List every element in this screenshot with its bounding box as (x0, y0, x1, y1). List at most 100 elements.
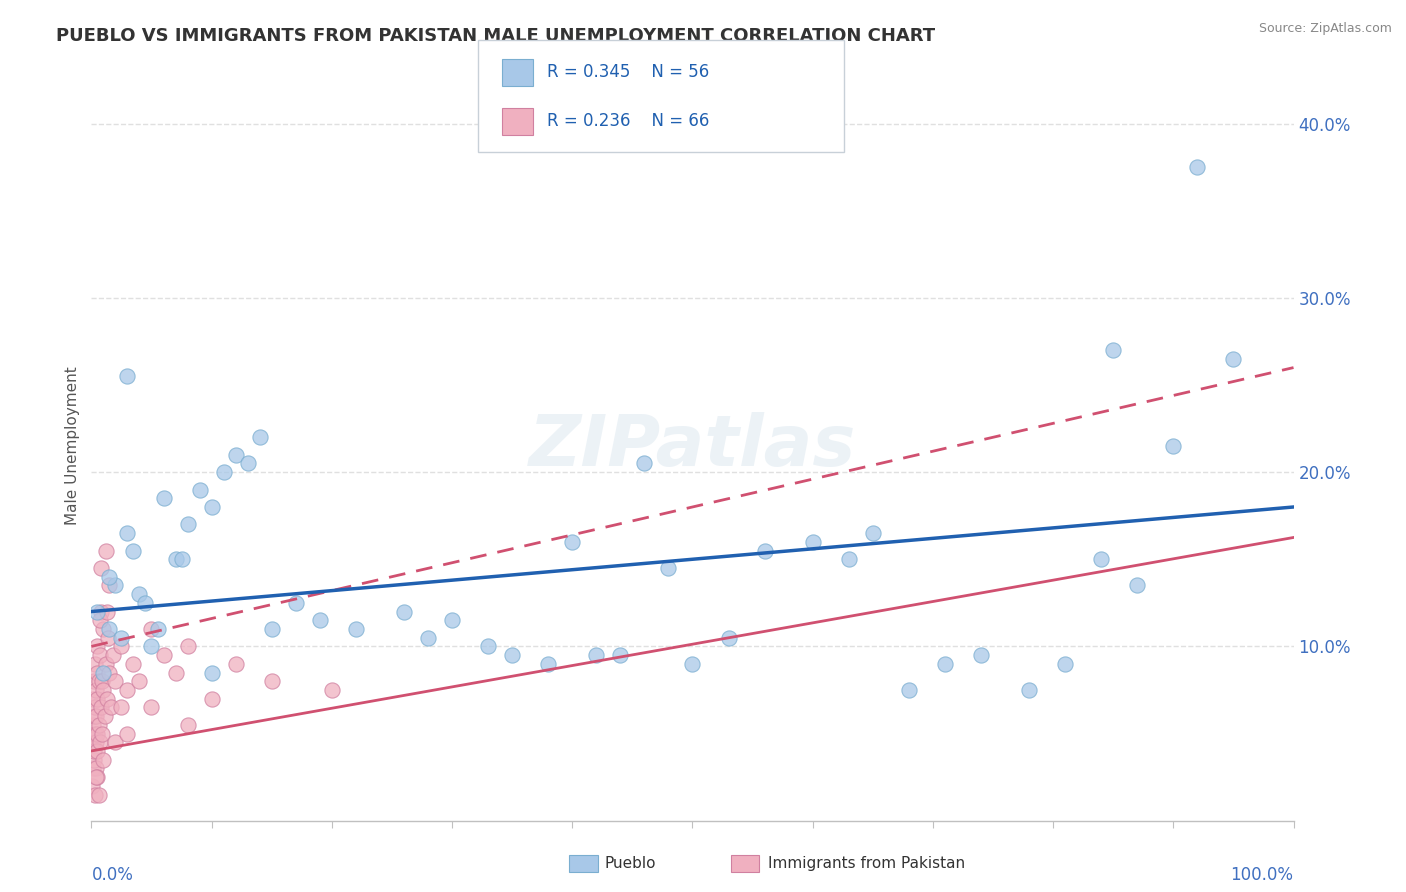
Point (84, 788, 107, 802)
Point (344, 622, 367, 636)
Point (1054, 657, 1077, 671)
Point (94, 543, 117, 558)
Point (104, 735, 127, 749)
Point (87, 718, 110, 732)
Point (110, 631, 132, 645)
Point (801, 534, 824, 549)
Point (128, 587, 150, 601)
Point (897, 682, 920, 697)
Point (260, 674, 283, 689)
Point (86, 691, 108, 706)
Point (152, 491, 174, 506)
Point (1090, 552, 1112, 566)
Point (84, 709, 107, 723)
Point (83, 753, 105, 767)
Point (89, 613, 111, 627)
Point (1018, 682, 1040, 697)
Point (609, 648, 631, 662)
Point (98, 665, 121, 680)
Text: PUEBLO VS IMMIGRANTS FROM PAKISTAN MALE UNEMPLOYMENT CORRELATION CHART: PUEBLO VS IMMIGRANTS FROM PAKISTAN MALE … (56, 27, 935, 45)
Point (91, 726, 114, 740)
Point (93, 622, 115, 636)
Point (96, 691, 118, 706)
Point (90, 605, 112, 619)
Point (1161, 439, 1184, 453)
Point (86, 726, 108, 740)
Point (200, 691, 222, 706)
Point (212, 465, 235, 479)
Text: Immigrants from Pakistan: Immigrants from Pakistan (768, 856, 965, 871)
Point (101, 648, 124, 662)
Point (110, 640, 132, 654)
Point (141, 700, 163, 714)
Point (308, 613, 330, 627)
Point (84, 735, 107, 749)
Point (87, 788, 110, 802)
Point (104, 674, 127, 689)
Point (236, 457, 259, 471)
Point (561, 534, 583, 549)
Text: 0.0%: 0.0% (91, 865, 134, 884)
Point (134, 596, 156, 610)
Point (82, 761, 104, 775)
Point (128, 674, 150, 689)
Point (1102, 343, 1125, 358)
Point (1222, 351, 1244, 366)
Point (84, 761, 107, 775)
Point (585, 648, 607, 662)
Point (84, 682, 107, 697)
Point (152, 648, 174, 662)
Point (934, 657, 956, 671)
Point (90, 700, 112, 714)
Point (1126, 578, 1149, 592)
Point (200, 500, 222, 514)
Point (117, 682, 139, 697)
Point (100, 700, 122, 714)
Point (89, 735, 111, 749)
Point (165, 552, 187, 566)
Point (321, 682, 343, 697)
Point (86, 605, 108, 619)
Point (146, 622, 169, 636)
Point (93, 665, 115, 680)
Point (862, 526, 884, 541)
Point (717, 631, 740, 645)
Point (98, 570, 121, 584)
Point (117, 369, 139, 384)
Point (82, 691, 104, 706)
Point (86, 744, 108, 758)
Point (122, 657, 145, 671)
Point (110, 700, 132, 714)
Point (83, 709, 105, 723)
Point (754, 543, 776, 558)
Point (82, 718, 104, 732)
Point (98, 578, 121, 592)
Point (1187, 160, 1209, 174)
Point (87, 674, 110, 689)
Point (416, 631, 439, 645)
Point (141, 622, 163, 636)
Point (90, 561, 112, 575)
Point (838, 552, 860, 566)
Point (84, 726, 107, 740)
Point (440, 613, 463, 627)
Y-axis label: Male Unemployment: Male Unemployment (65, 367, 80, 525)
Point (80, 779, 103, 793)
Point (98, 622, 121, 636)
Point (84, 657, 107, 671)
Point (657, 561, 679, 575)
Point (104, 578, 127, 592)
Point (477, 640, 499, 654)
Point (392, 605, 415, 619)
Point (84, 700, 107, 714)
Text: ZIPatlas: ZIPatlas (529, 411, 856, 481)
Point (200, 665, 222, 680)
Point (225, 448, 247, 462)
Text: R = 0.236    N = 66: R = 0.236 N = 66 (547, 112, 709, 130)
Point (84, 770, 107, 784)
Point (284, 596, 307, 610)
Point (117, 726, 139, 740)
Point (93, 682, 115, 697)
Point (122, 543, 145, 558)
Point (176, 640, 198, 654)
